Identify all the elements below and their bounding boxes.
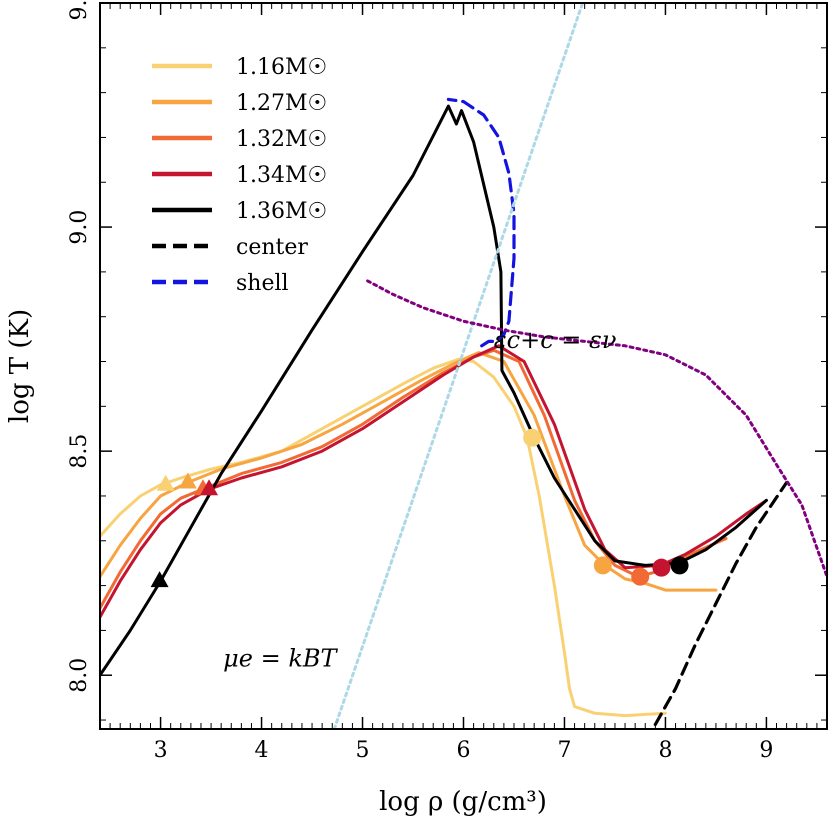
degeneracy-line bbox=[332, 3, 585, 729]
y-axis-title: log T (K) bbox=[5, 309, 35, 423]
ignition-line bbox=[366, 279, 827, 579]
annotations: εc+c = εν μe = kBT bbox=[223, 326, 616, 672]
circle-marker-1-36m bbox=[670, 556, 689, 575]
y-tick-label: 9.5 bbox=[67, 0, 92, 21]
triangle-marker-1-16m bbox=[156, 474, 175, 491]
triangle-marker-1-36m bbox=[150, 571, 169, 588]
y-tick-label: 8.0 bbox=[67, 658, 92, 693]
legend-label-1-27m: 1.27M☉ bbox=[236, 91, 327, 116]
series-line-shell-dashed bbox=[446, 97, 516, 348]
x-tick-label: 3 bbox=[154, 738, 168, 763]
x-tick-label: 7 bbox=[557, 738, 571, 763]
legend-label-1-32m: 1.32M☉ bbox=[236, 127, 327, 152]
legend-label-shell: shell bbox=[236, 271, 289, 296]
x-tick-label: 5 bbox=[356, 738, 370, 763]
legend-label-1-36m: 1.36M☉ bbox=[236, 199, 327, 224]
legend-label-1-16m: 1.16M☉ bbox=[236, 55, 327, 80]
circle-marker-1-27m bbox=[593, 556, 612, 575]
series-line-1-34m bbox=[100, 344, 768, 619]
plot-layer bbox=[100, 3, 827, 729]
x-tick-label: 4 bbox=[255, 738, 269, 763]
annotation-0: εc+c = εν bbox=[494, 326, 617, 354]
axes: 3 4 5 6 7 8 9 8.0 8.5 9.0 9.5 bbox=[67, 0, 828, 763]
triangle-marker-1-27m bbox=[178, 472, 197, 489]
series-line-1-16m bbox=[100, 357, 667, 718]
circle-marker-1-32m bbox=[631, 567, 650, 586]
legend: 1.16M☉ 1.27M☉ 1.32M☉ 1.34M☉ 1.36M☉ center shel… bbox=[152, 55, 327, 296]
series-line-1-36m bbox=[100, 104, 768, 677]
series-line-1-27m bbox=[100, 351, 718, 592]
circle-marker-1-34m bbox=[652, 558, 671, 577]
legend-label-center: center bbox=[236, 235, 308, 260]
circle-marker-1-16m bbox=[523, 428, 542, 447]
y-tick-label: 9.0 bbox=[67, 210, 92, 245]
x-axis-title: log ρ (g/cm³) bbox=[379, 787, 547, 817]
series-line-center-dashed bbox=[653, 480, 789, 727]
x-tick-label: 8 bbox=[658, 738, 672, 763]
x-tick-label: 6 bbox=[457, 738, 471, 763]
legend-label-1-34m: 1.34M☉ bbox=[236, 163, 327, 188]
x-tick-label: 9 bbox=[759, 738, 773, 763]
y-tick-label: 8.5 bbox=[67, 434, 92, 469]
annotation-1: μe = kBT bbox=[223, 644, 338, 672]
triangle-marker-1-34m bbox=[200, 479, 219, 496]
